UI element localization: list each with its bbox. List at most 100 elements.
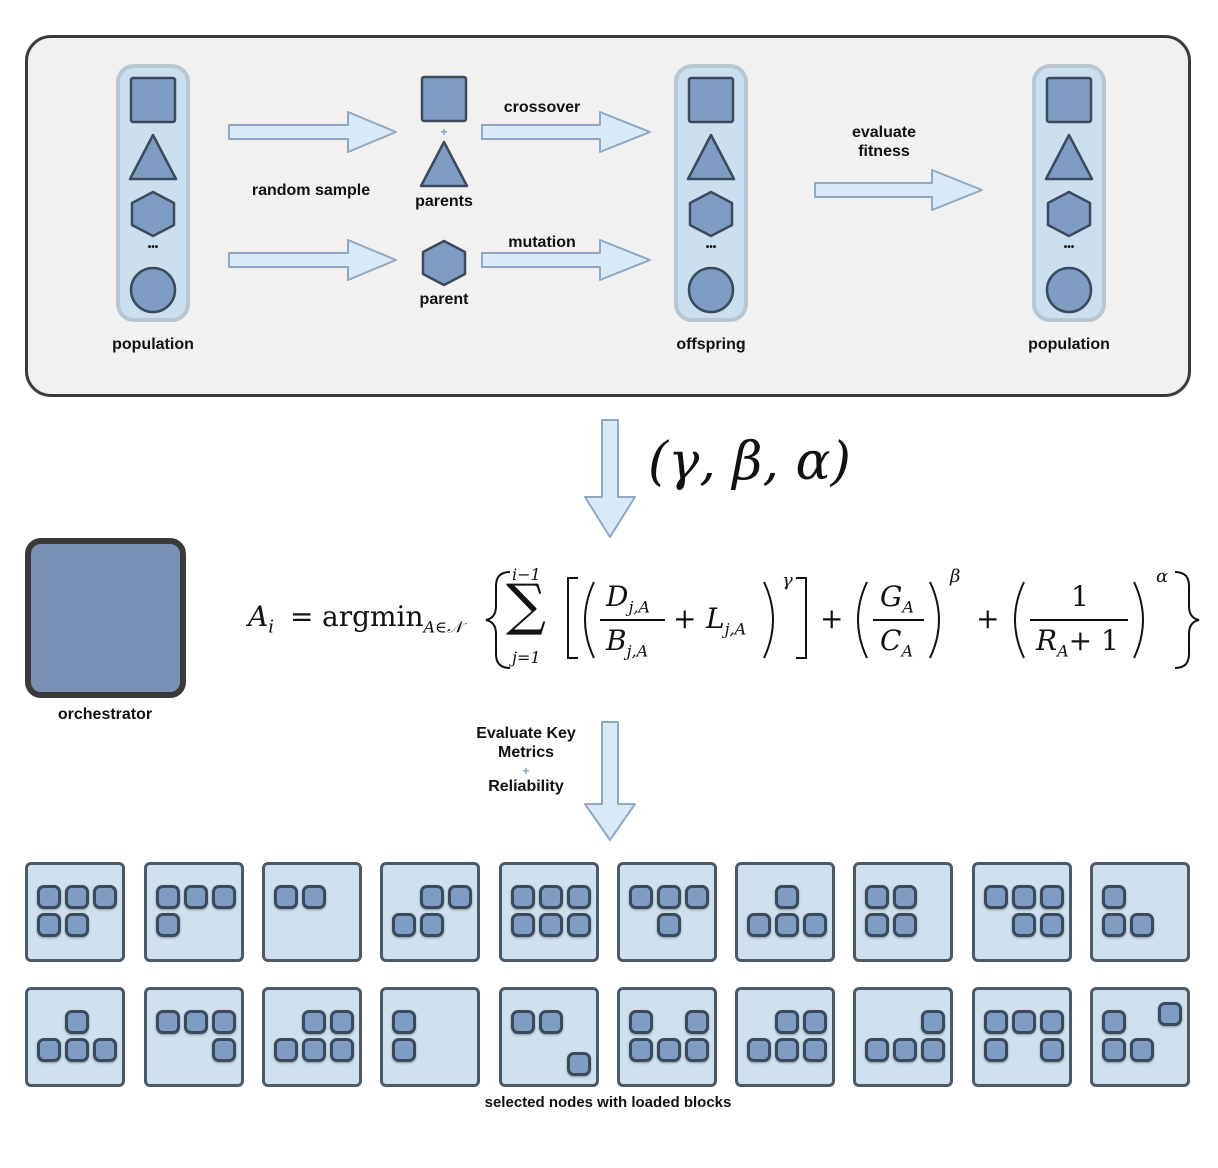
arrow-down-params [584, 419, 636, 538]
loaded-block [1102, 1010, 1126, 1034]
loaded-block [747, 913, 771, 937]
term-G: GA [880, 580, 914, 617]
loaded-block [212, 1010, 236, 1034]
loaded-block [511, 1010, 535, 1034]
loaded-block [184, 1010, 208, 1034]
parent-triangle-shape [419, 140, 469, 188]
parent-square-shape [420, 75, 468, 123]
loaded-block [775, 1038, 799, 1062]
loaded-block [392, 1038, 416, 1062]
exponent-gamma: γ [782, 570, 793, 591]
loaded-block [657, 885, 681, 909]
loaded-block [93, 1038, 117, 1062]
loaded-block [302, 1038, 326, 1062]
loaded-block [511, 913, 535, 937]
loaded-block [65, 913, 89, 937]
loaded-block [567, 1052, 591, 1076]
compute-node [144, 862, 244, 962]
loaded-block [865, 885, 889, 909]
term-L: Lj,A [706, 602, 747, 639]
loaded-block [803, 1038, 827, 1062]
term-D: Dj,A [606, 580, 651, 617]
population-right-label: population [1028, 336, 1110, 353]
term-one: 1 [1071, 580, 1089, 613]
loaded-block [65, 1038, 89, 1062]
term-C: CA [880, 624, 913, 661]
compute-node [972, 987, 1072, 1087]
loaded-block [539, 885, 563, 909]
arrow-down-metrics [584, 721, 636, 841]
loaded-block [747, 1038, 771, 1062]
loaded-block [685, 885, 709, 909]
compute-node [617, 862, 717, 962]
compute-node [1090, 987, 1190, 1087]
evaluate-metrics-line3: Reliability [488, 778, 564, 795]
loaded-block [37, 913, 61, 937]
evaluate-metrics-plus: + [522, 764, 530, 778]
triangle-shape [1044, 133, 1094, 181]
nodes-label: selected nodes with loaded blocks [484, 1094, 732, 1111]
arrow-evaluate-fitness [814, 169, 983, 211]
formula-plus: + [673, 602, 697, 635]
compute-node [25, 862, 125, 962]
genetic-algorithm-panel [25, 35, 1191, 397]
loaded-block [37, 1038, 61, 1062]
loaded-block [156, 885, 180, 909]
loaded-block [539, 913, 563, 937]
compute-node [144, 987, 244, 1087]
sum-upper-limit: i−1 [512, 565, 541, 584]
compute-node [735, 987, 835, 1087]
compute-node [853, 987, 953, 1087]
loaded-block [65, 885, 89, 909]
arrow-crossover [481, 111, 651, 153]
loaded-block [1102, 885, 1126, 909]
compute-node [25, 987, 125, 1087]
loaded-block [1130, 913, 1154, 937]
loaded-block [212, 885, 236, 909]
exponent-beta: β [950, 566, 961, 587]
loaded-block [685, 1038, 709, 1062]
mutation-label: mutation [508, 234, 576, 251]
ellipsis-offspring: ••• [705, 242, 717, 253]
loaded-block [984, 1038, 1008, 1062]
arrow-random-sample-bottom [228, 239, 397, 281]
evaluate-fitness-label-line1: evaluate [851, 124, 917, 141]
loaded-block [1040, 913, 1064, 937]
term-B: Bj,A [606, 624, 649, 661]
compute-node [380, 862, 480, 962]
loaded-block [657, 1038, 681, 1062]
formula-left-brace [485, 571, 511, 669]
loaded-block [1102, 913, 1126, 937]
formula-paren [857, 581, 868, 659]
formula-argmin: argminA∈𝒩 [322, 600, 463, 637]
loaded-block [93, 885, 117, 909]
arrow-mutation [481, 239, 651, 281]
compute-node [380, 987, 480, 1087]
formula-right-brace [1174, 571, 1200, 669]
loaded-block [984, 885, 1008, 909]
loaded-block [65, 1010, 89, 1034]
formula-plus: + [976, 602, 1000, 635]
circle-shape [129, 266, 177, 314]
formula-paren [584, 581, 595, 659]
circle-shape [687, 266, 735, 314]
plus-sign-parents: + [440, 125, 448, 139]
evaluate-metrics-line1: Evaluate Key [476, 725, 576, 742]
triangle-shape [128, 133, 178, 181]
loaded-block [865, 913, 889, 937]
loaded-block [1012, 885, 1036, 909]
compute-node [853, 862, 953, 962]
loaded-block [448, 885, 472, 909]
loaded-block [392, 1010, 416, 1034]
compute-node [972, 862, 1072, 962]
ellipsis-left: ••• [147, 242, 159, 253]
parent-hexagon-shape [421, 239, 467, 287]
formula-paren [1014, 581, 1025, 659]
square-shape [1045, 76, 1093, 124]
loaded-block [392, 913, 416, 937]
compute-node [1090, 862, 1190, 962]
loaded-block [1012, 913, 1036, 937]
loaded-block [1040, 885, 1064, 909]
compute-node [499, 987, 599, 1087]
circle-shape [1045, 266, 1093, 314]
